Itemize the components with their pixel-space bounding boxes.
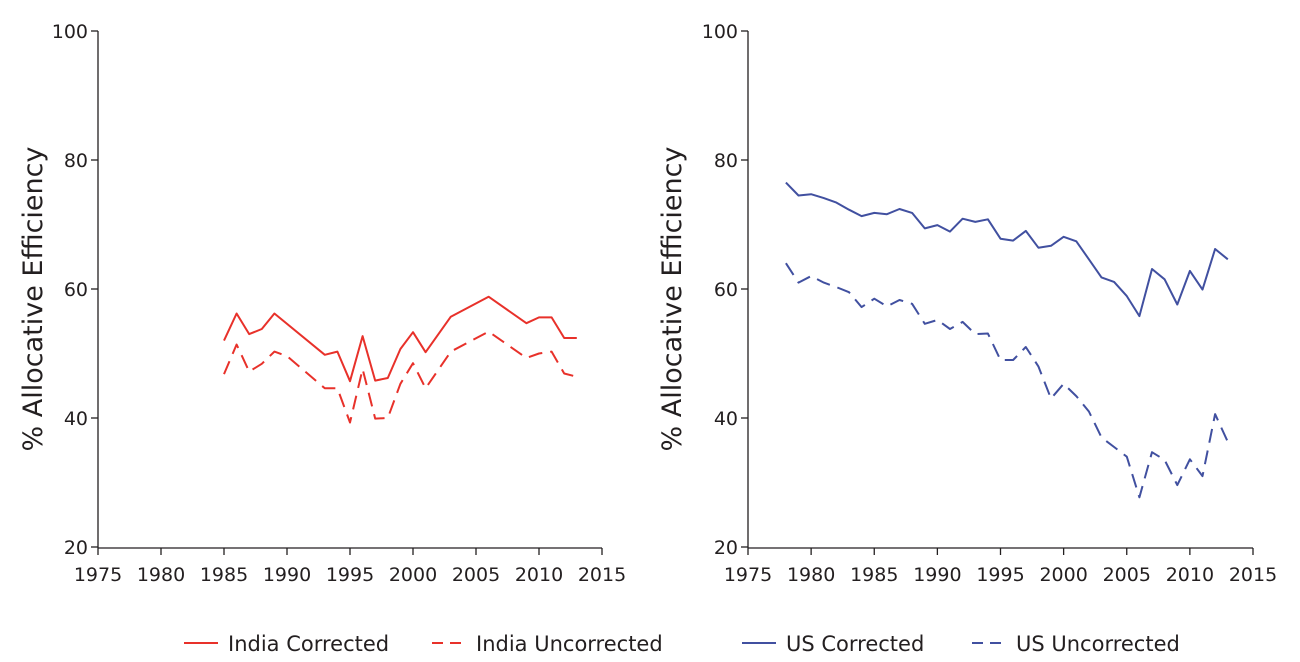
india-x-tick-label: 2005 (452, 564, 500, 586)
us-y-axis-label: % Allocative Efficiency (657, 147, 688, 452)
us-uncorrected-line (785, 262, 1229, 499)
us-y-tick-label: 80 (714, 150, 738, 172)
india-y-tick-label: 80 (64, 150, 88, 172)
india-x-tick-label: 1995 (326, 564, 374, 586)
india-x-tick-label: 2000 (389, 564, 437, 586)
india-chart-panel: 20 40 60 80 100 1975 1980 1985 1990 1995 2000 2005 2… (18, 21, 626, 586)
india-x-tick-label: 1975 (74, 564, 122, 586)
india-y-tick-label: 100 (52, 21, 88, 43)
india-x-tick-label: 1985 (200, 564, 248, 586)
us-y-tick-label: 20 (714, 537, 738, 559)
legend-label-us-uncorrected: US Uncorrected (1016, 632, 1180, 656)
us-y-tick-label: 100 (702, 21, 738, 43)
india-y-tick-label: 60 (64, 279, 88, 301)
india-uncorrected-line (223, 330, 578, 424)
legend: India Corrected India Uncorrected US Corre… (184, 632, 1180, 656)
us-y-tick-label: 60 (714, 279, 738, 301)
india-y-axis-label: % Allocative Efficiency (18, 147, 49, 452)
us-x-tick-label: 1995 (976, 564, 1024, 586)
india-x-tick-label: 2015 (578, 564, 626, 586)
india-corrected-line (223, 295, 577, 383)
us-chart-panel: 20 40 60 80 100 1975 1980 1985 1990 1995 2000 2005 2… (657, 21, 1277, 586)
us-corrected-line (785, 181, 1229, 318)
us-x-tick-label: 1980 (787, 564, 835, 586)
us-x-tick-label: 2005 (1103, 564, 1151, 586)
us-y-tick-label: 40 (714, 408, 738, 430)
india-x-tick-label: 2010 (515, 564, 563, 586)
us-x-tick-label: 2010 (1166, 564, 1214, 586)
us-x-tick-label: 1975 (724, 564, 772, 586)
legend-label-india-uncorrected: India Uncorrected (476, 632, 663, 656)
us-x-tick-label: 1985 (850, 564, 898, 586)
india-x-tick-label: 1980 (137, 564, 185, 586)
us-x-tick-label: 1990 (913, 564, 961, 586)
us-x-tick-label: 2000 (1039, 564, 1087, 586)
us-x-tick-label: 2015 (1229, 564, 1277, 586)
legend-label-india-corrected: India Corrected (228, 632, 389, 656)
india-y-tick-label: 20 (64, 537, 88, 559)
india-y-tick-label: 40 (64, 408, 88, 430)
india-x-tick-label: 1990 (263, 564, 311, 586)
legend-label-us-corrected: US Corrected (786, 632, 924, 656)
